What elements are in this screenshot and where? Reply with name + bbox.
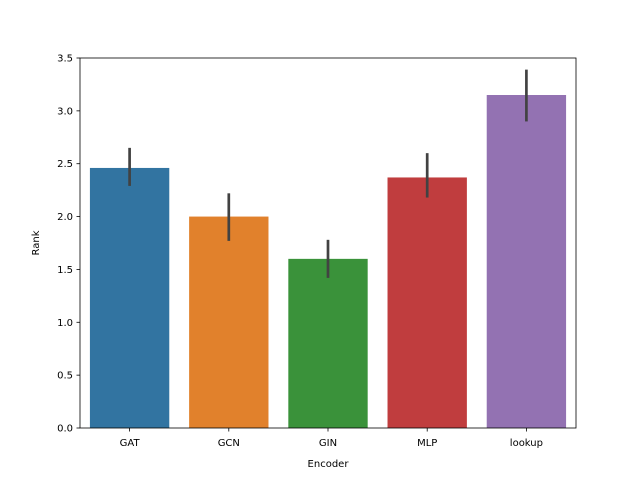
y-tick-label: 3.5 — [57, 54, 73, 65]
y-axis-label: Rank — [31, 230, 42, 255]
x-tick-label: MLP — [417, 438, 437, 449]
x-tick-label: GCN — [218, 438, 240, 449]
bars-group — [89, 95, 567, 428]
y-tick-label: 0.5 — [57, 371, 73, 382]
x-tick-label: GIN — [319, 438, 337, 449]
error-bars-group — [128, 69, 528, 278]
bar-lookup — [486, 95, 567, 428]
bar-mlp — [387, 177, 467, 428]
x-axis-label: Encoder — [308, 459, 350, 470]
bar-gin — [288, 258, 368, 428]
bar-gcn — [189, 216, 269, 428]
x-tick-label: GAT — [120, 438, 141, 449]
y-tick-label: 2.0 — [57, 212, 73, 223]
y-tick-label: 3.0 — [57, 106, 73, 117]
y-tick-label: 0.0 — [57, 424, 73, 435]
y-tick-label: 1.0 — [57, 318, 73, 329]
bar-gat — [89, 167, 170, 428]
x-tick-label: lookup — [510, 438, 543, 449]
y-axis: 0.0 0.5 1.0 1.5 2.0 2.5 3.0 3.5 — [57, 54, 80, 435]
y-tick-label: 1.5 — [57, 265, 73, 276]
x-axis: GAT GCN GIN MLP lookup — [120, 428, 543, 449]
y-tick-label: 2.5 — [57, 159, 73, 170]
